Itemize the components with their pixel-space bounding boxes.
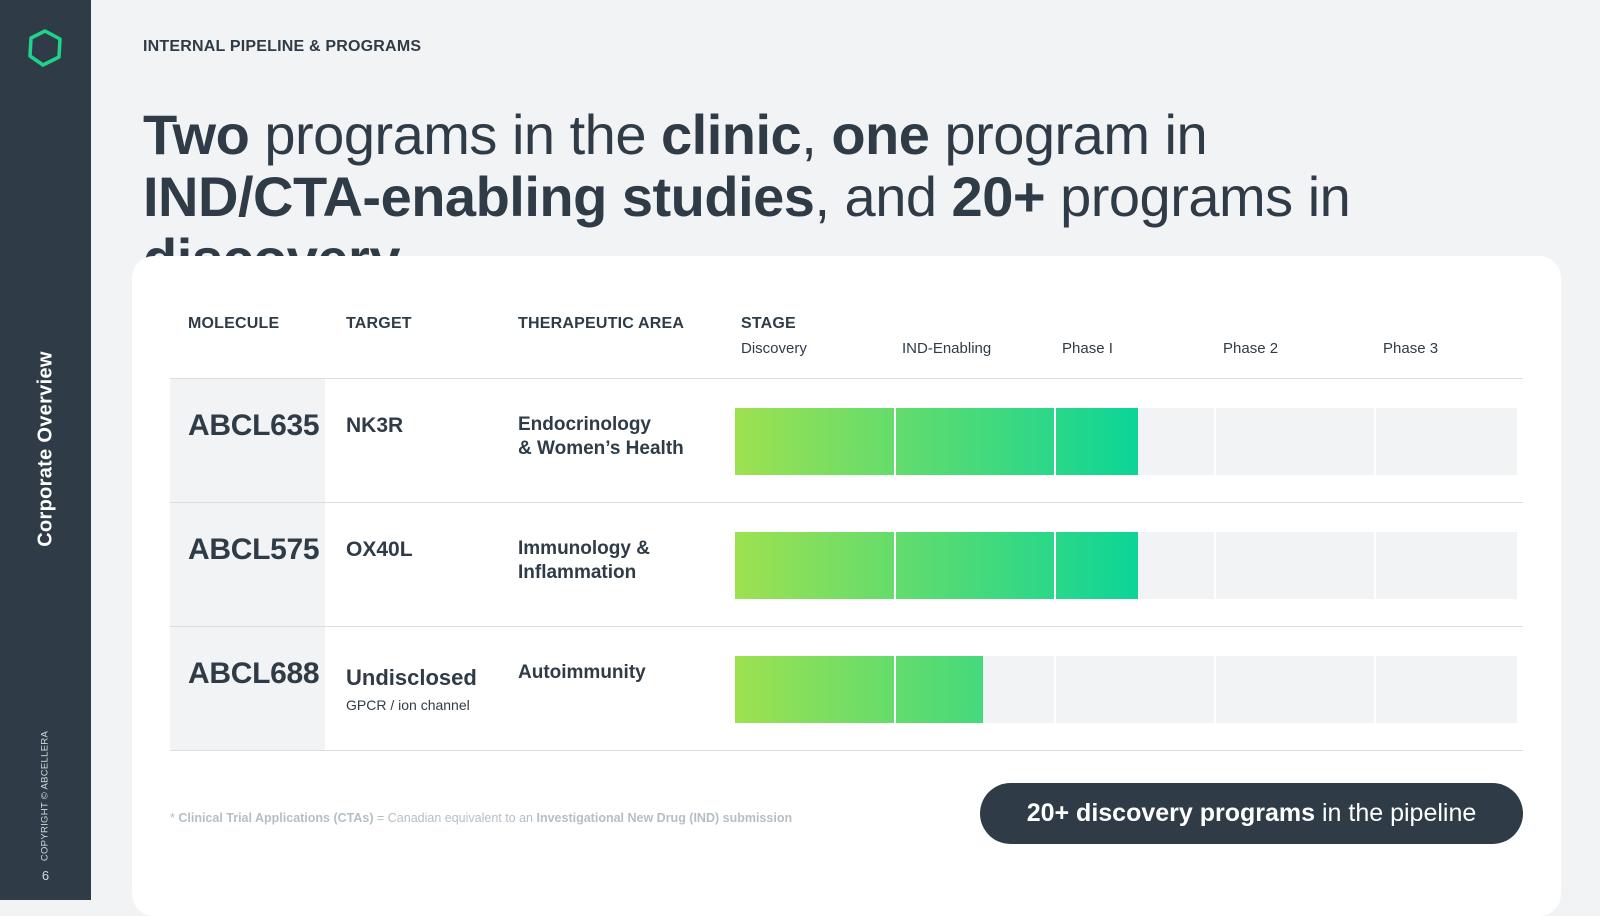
stage-separator: [1054, 408, 1056, 475]
stage-separator: [1214, 532, 1216, 599]
therapeutic-area: Autoimmunity: [518, 661, 718, 685]
therapeutic-area: Immunology & Inflammation: [518, 537, 718, 585]
discovery-callout: 20+ discovery programs in the pipeline: [980, 783, 1523, 844]
stage-label-discovery: Discovery: [741, 340, 807, 357]
table-row: ABCL575 OX40L Immunology & Inflammation: [170, 503, 1523, 626]
molecule-cell: [170, 503, 325, 626]
area-line: Autoimmunity: [518, 662, 646, 683]
section-label: INTERNAL PIPELINE & PROGRAMS: [143, 38, 422, 55]
headline-bold: IND/CTA-enabling studies: [143, 165, 815, 228]
headline-bold: clinic: [661, 103, 802, 166]
stage-separator: [1214, 408, 1216, 475]
headline-bold: 20+: [951, 165, 1046, 228]
stage-separator: [1374, 656, 1376, 723]
row-divider: [170, 626, 1523, 627]
stage-separator: [1214, 656, 1216, 723]
hexagon-logo-icon: [28, 29, 62, 67]
stage-label-phase-1: Phase I: [1062, 340, 1113, 357]
headline-text: program in: [929, 103, 1208, 166]
footnote-bold: Clinical Trial Applications (CTAs): [178, 811, 374, 825]
target-name: NK3R: [346, 414, 404, 437]
molecule-cell: [170, 627, 325, 750]
stage-separator: [1374, 408, 1376, 475]
footnote-prefix: *: [170, 811, 179, 825]
column-header-target: TARGET: [346, 315, 412, 332]
stage-separator: [1054, 532, 1056, 599]
stage-label-phase-2: Phase 2: [1223, 340, 1279, 357]
stage-label-ind-enabling: IND-Enabling: [902, 340, 992, 357]
column-header-stage: STAGE: [741, 315, 796, 332]
copyright-text: COPYRIGHT © ABCELLERA: [39, 730, 51, 862]
sidebar: Corporate Overview COPYRIGHT © ABCELLERA…: [0, 0, 91, 900]
headline-bold: one: [831, 103, 930, 166]
stage-separator: [1374, 532, 1376, 599]
header-divider: [170, 378, 1523, 379]
row-divider: [170, 502, 1523, 503]
pipeline-card: MOLECULE TARGET THERAPEUTIC AREA STAGE D…: [132, 256, 1561, 916]
stage-separator: [1054, 656, 1056, 723]
area-line: Endocrinology: [518, 414, 651, 435]
headline-text: ,: [801, 103, 832, 166]
footnote-bold: Investigational New Drug (IND) submissio…: [536, 811, 793, 825]
area-line: Immunology &: [518, 538, 650, 559]
stage-progress-track: [735, 656, 1517, 723]
page-number: 6: [41, 868, 50, 883]
target-subtitle: GPCR / ion channel: [346, 697, 470, 713]
stage-progress-bar: [735, 656, 983, 723]
headline-text: programs in: [1045, 165, 1351, 228]
therapeutic-area: Endocrinology & Women’s Health: [518, 413, 718, 461]
footnote-text: = Canadian equivalent to an: [373, 811, 537, 825]
callout-text: in the pipeline: [1315, 799, 1477, 827]
molecule-name: ABCL575: [188, 533, 320, 566]
stage-progress-bar: [735, 408, 1139, 475]
table-bottom-divider: [170, 750, 1523, 751]
column-header-molecule: MOLECULE: [188, 315, 280, 332]
stage-separator: [894, 408, 896, 475]
footnote: * Clinical Trial Applications (CTAs) = C…: [170, 811, 792, 825]
headline-text: , and: [814, 165, 952, 228]
stage-progress-bar: [735, 532, 1139, 599]
target-name: Undisclosed: [346, 665, 477, 690]
callout-bold: 20+ discovery programs: [1026, 799, 1316, 827]
headline-bold: Two: [143, 103, 250, 166]
molecule-name: ABCL688: [188, 657, 320, 690]
table-row: ABCL688 Undisclosed GPCR / ion channel A…: [170, 627, 1523, 750]
molecule-name: ABCL635: [188, 409, 320, 442]
stage-progress-track: [735, 532, 1517, 599]
stage-separator: [894, 656, 896, 723]
molecule-cell: [170, 379, 325, 502]
stage-label-phase-3: Phase 3: [1383, 340, 1439, 357]
table-row: ABCL635 NK3R Endocrinology & Women’s Heal…: [170, 379, 1523, 502]
stage-progress-track: [735, 408, 1517, 475]
target-name: OX40L: [346, 538, 413, 561]
stage-separator: [894, 532, 896, 599]
area-line: Inflammation: [518, 562, 637, 583]
headline-text: programs in the: [249, 103, 662, 166]
area-line: & Women’s Health: [518, 438, 684, 459]
column-header-therapeutic-area: THERAPEUTIC AREA: [518, 315, 685, 332]
sidebar-title: Corporate Overview: [34, 351, 57, 547]
